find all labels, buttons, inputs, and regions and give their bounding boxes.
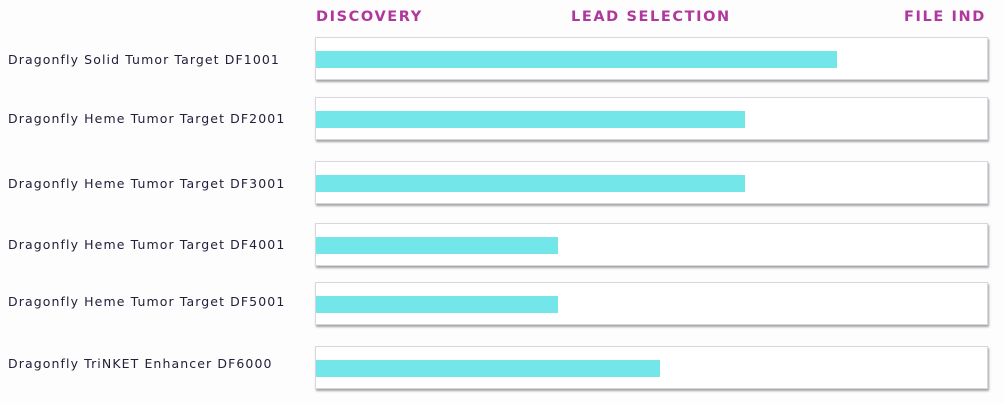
progress-bar bbox=[316, 360, 661, 377]
pipeline-track bbox=[315, 97, 988, 140]
progress-bar bbox=[316, 111, 746, 128]
pipeline-track bbox=[315, 346, 988, 389]
program-label: Dragonfly Heme Tumor Target DF2001 bbox=[8, 111, 286, 126]
phase-header-discovery: DISCOVERY bbox=[316, 9, 423, 25]
pipeline-track bbox=[315, 223, 988, 266]
program-label: Dragonfly Heme Tumor Target DF5001 bbox=[8, 294, 286, 309]
program-label: Dragonfly Heme Tumor Target DF3001 bbox=[8, 176, 286, 191]
progress-bar bbox=[316, 51, 837, 68]
progress-bar bbox=[316, 237, 559, 254]
pipeline-track bbox=[315, 282, 988, 325]
progress-bar bbox=[316, 175, 745, 192]
pipeline-track bbox=[315, 161, 988, 204]
progress-bar bbox=[316, 296, 559, 313]
pipeline-track bbox=[315, 37, 988, 80]
phase-header-file-ind: FILE IND bbox=[904, 9, 986, 25]
program-label: Dragonfly TriNKET Enhancer DF6000 bbox=[8, 356, 273, 371]
program-label: Dragonfly Solid Tumor Target DF1001 bbox=[8, 52, 280, 67]
program-label: Dragonfly Heme Tumor Target DF4001 bbox=[8, 237, 286, 252]
phase-header-lead-selection: LEAD SELECTION bbox=[571, 9, 731, 25]
